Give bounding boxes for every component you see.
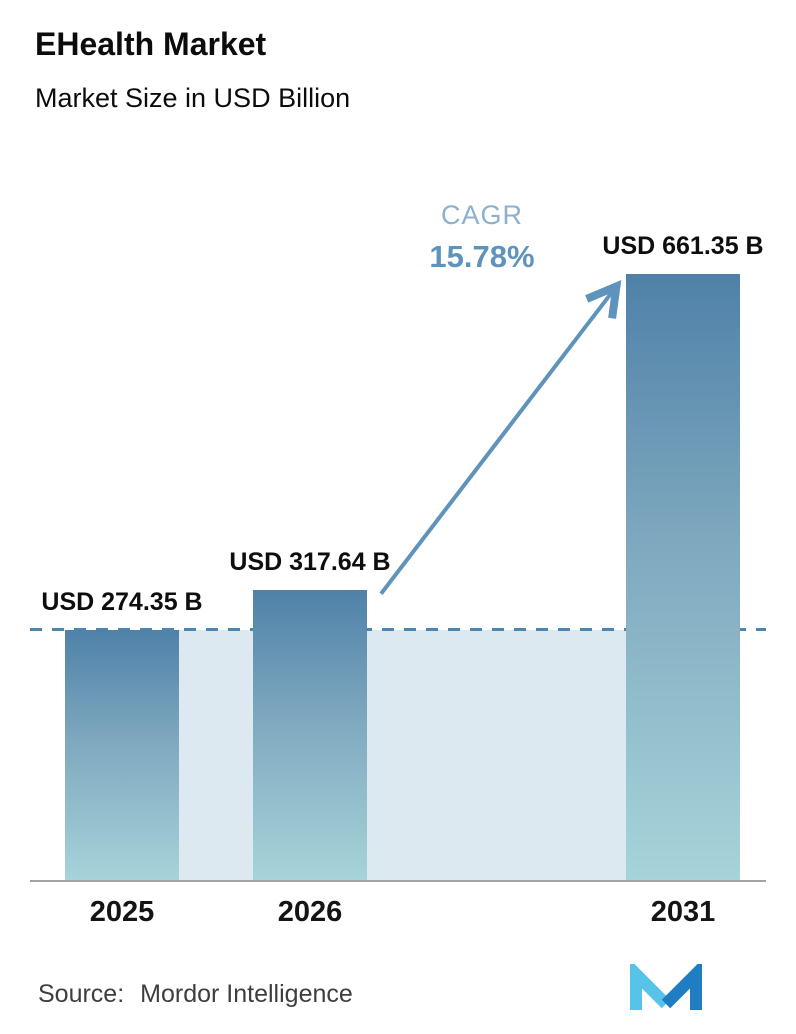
bar-2026	[253, 589, 367, 882]
x-axis-line	[30, 880, 766, 882]
source-text: Mordor Intelligence	[140, 980, 353, 1008]
bar-2031	[626, 273, 740, 882]
bar-2025	[65, 629, 179, 882]
bar-value-label: USD 317.64 B	[229, 547, 391, 576]
chart-subtitle: Market Size in USD Billion	[35, 83, 351, 113]
reference-dashed-line	[30, 627, 766, 631]
bar-value-label: USD 274.35 B	[41, 587, 203, 616]
cagr-label: CAGR	[440, 200, 524, 230]
source: Source: Mordor Intelligence	[38, 980, 353, 1009]
reference-area-fill	[179, 629, 626, 882]
x-tick-label: 2025	[89, 896, 155, 928]
cagr-value: 15.78%	[429, 239, 535, 274]
mordor-intelligence-logo	[630, 964, 702, 1010]
bar-value-label: USD 661.35 B	[602, 231, 764, 260]
cagr-annotation: CAGR 15.78%	[429, 200, 534, 275]
chart-title: EHealth Market	[35, 26, 267, 62]
x-tick-label: 2031	[650, 896, 716, 928]
source-label: Source:	[38, 980, 125, 1008]
x-tick-label: 2026	[277, 896, 343, 928]
